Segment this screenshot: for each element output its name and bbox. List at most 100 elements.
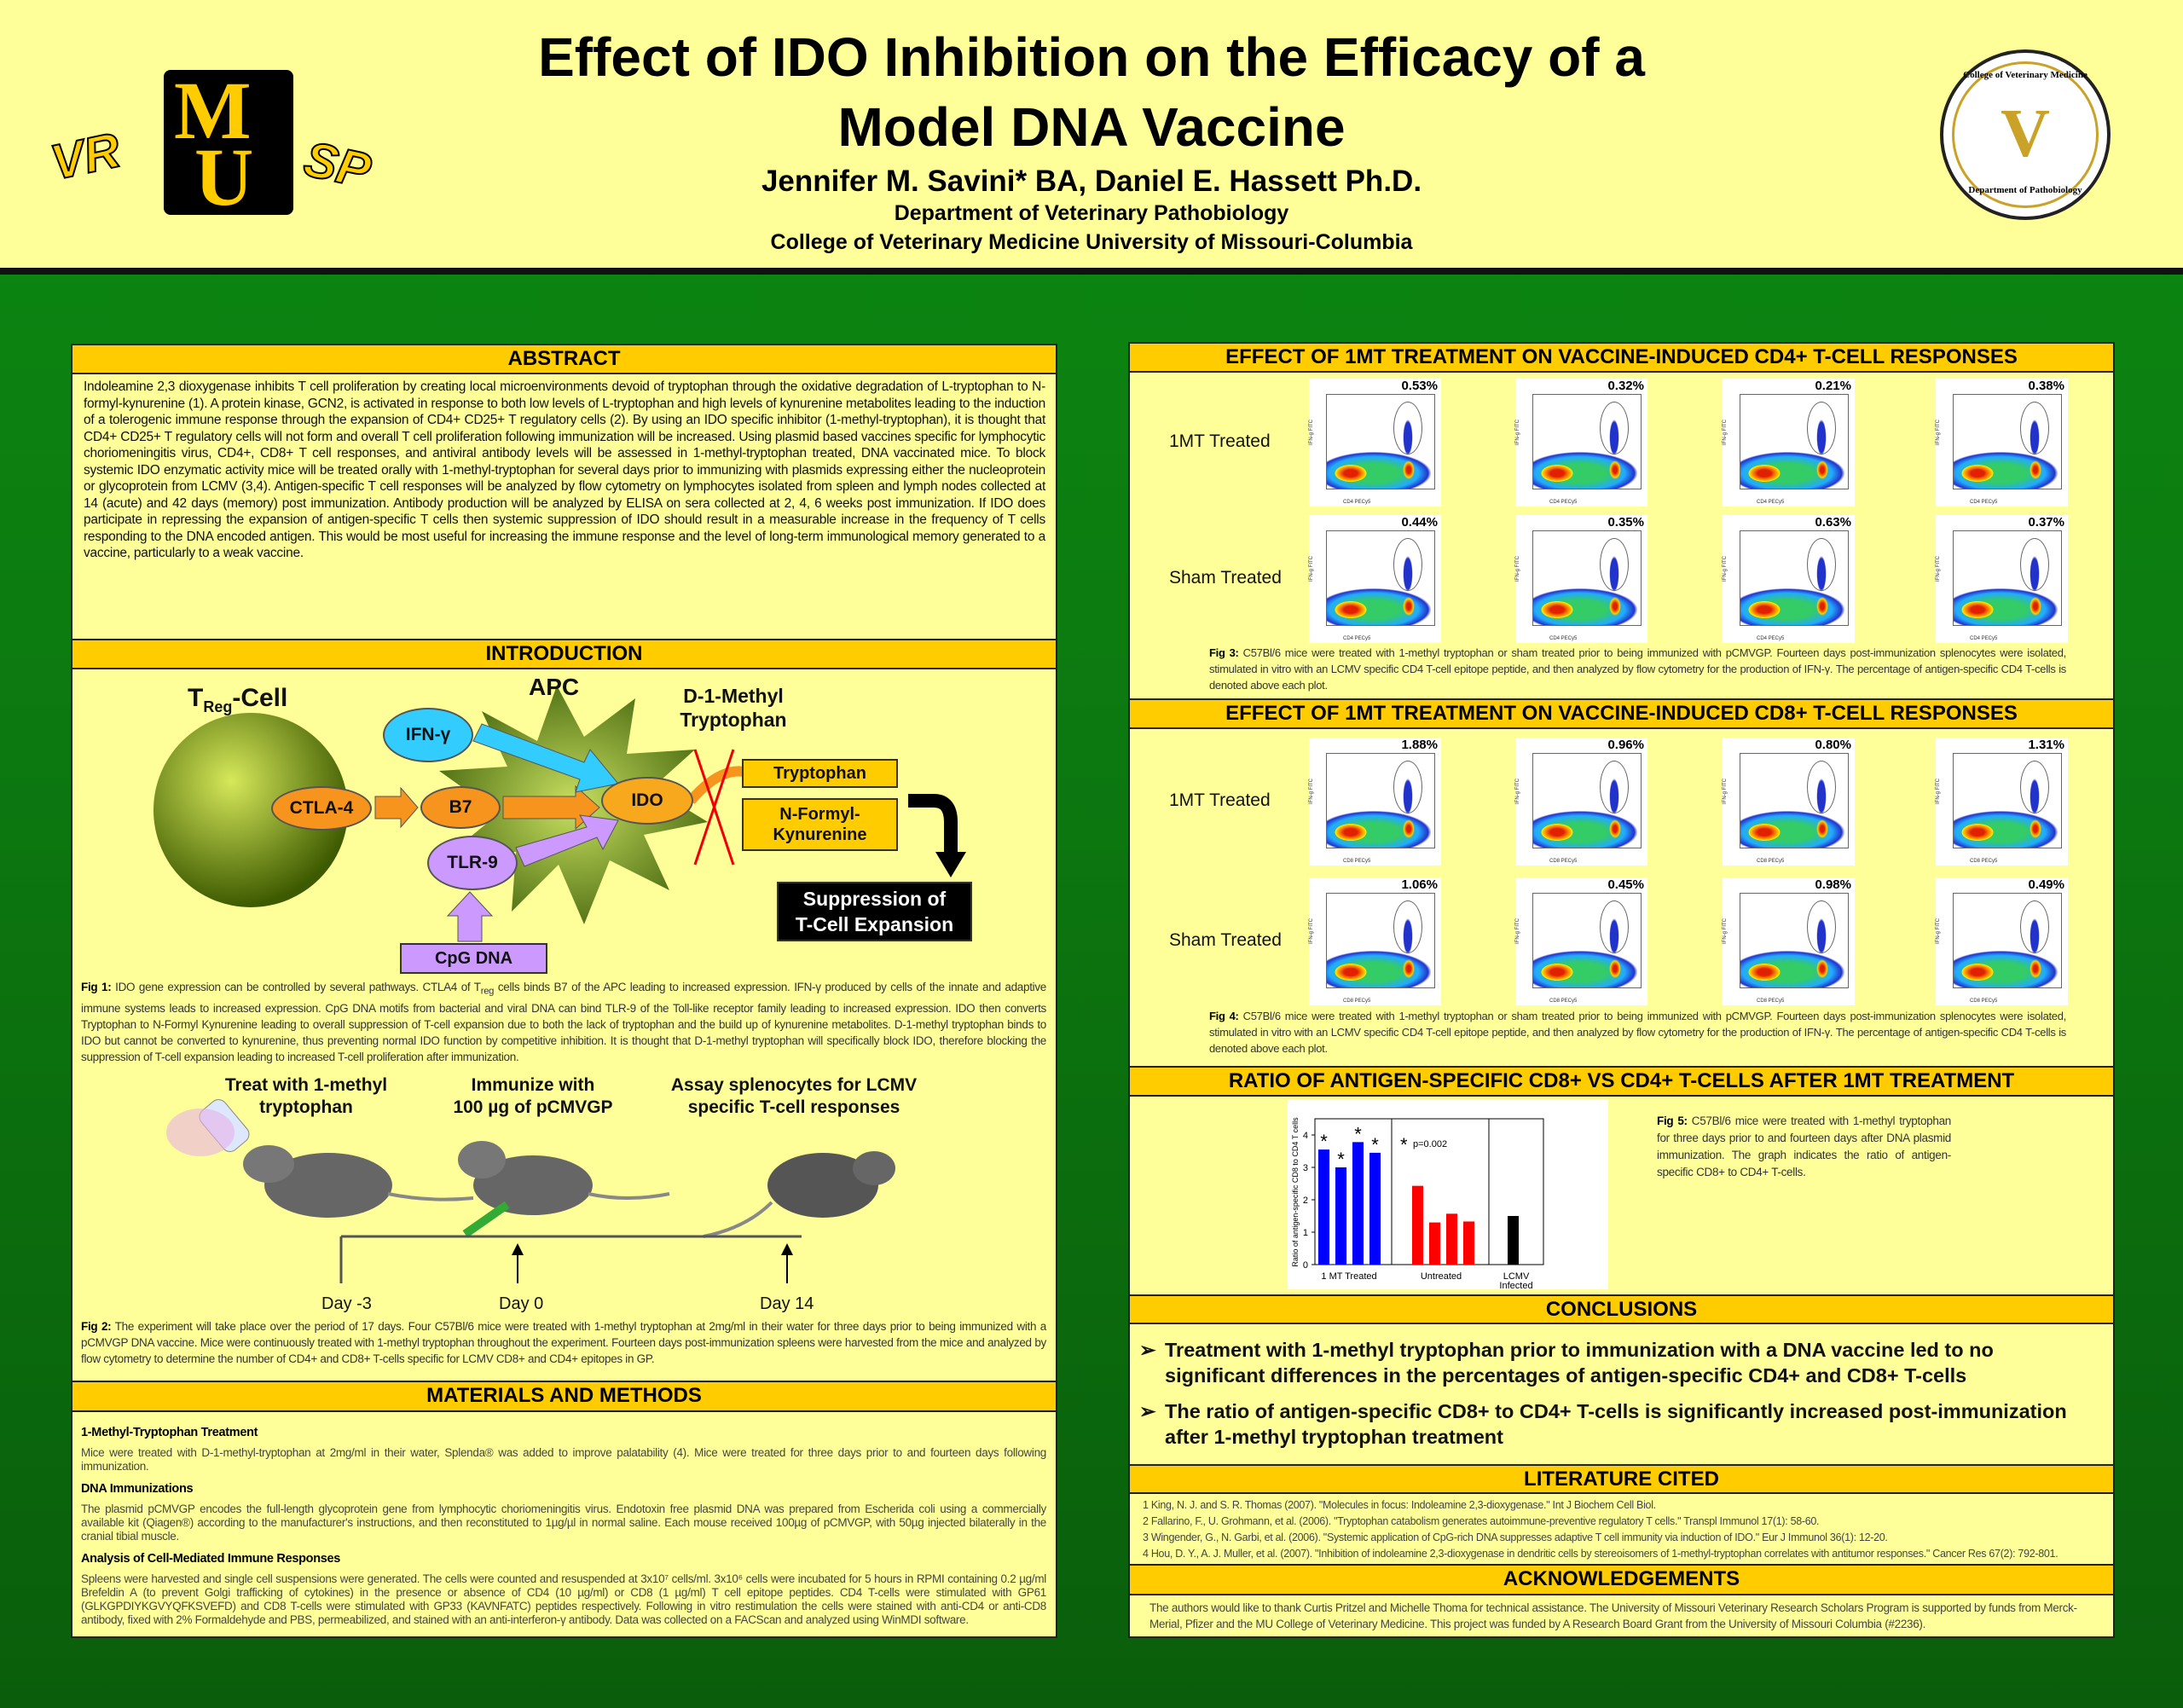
x-axis-label: CD4 PECy5 bbox=[1343, 636, 1371, 641]
timeline-graphics bbox=[166, 1099, 895, 1283]
x-axis-label: CD8 PECy5 bbox=[1970, 859, 1998, 864]
kyn-line2: Kynurenine bbox=[773, 825, 867, 844]
bar bbox=[1446, 1213, 1457, 1265]
vrsp-logo: VR M U SP bbox=[45, 64, 405, 226]
cd8-flow-panel: 1MT Treated 1.88% CD8 PECy5 IFN-g FITC 0.96%… bbox=[1128, 728, 2115, 1065]
row-label: Sham Treated bbox=[1169, 568, 1282, 588]
dot-plot bbox=[1326, 753, 1435, 848]
y-axis-label: IFN-g FITC bbox=[1936, 779, 1941, 804]
annotation-star: * bbox=[1400, 1134, 1408, 1155]
step-line2: 100 µg of pCMVGP bbox=[453, 1097, 613, 1117]
flow-cytometry-plot: 0.32% CD4 PECy5 IFN-g FITC bbox=[1515, 379, 1647, 507]
percent-positive: 1.31% bbox=[2028, 738, 2064, 752]
x-axis-label: CD8 PECy5 bbox=[1343, 859, 1371, 864]
bar bbox=[1429, 1222, 1440, 1265]
mu-block-logo: M U bbox=[164, 65, 293, 223]
percent-positive: 0.45% bbox=[1607, 877, 1644, 892]
fig4-text: C57Bl/6 mice were treated with 1-methyl … bbox=[1209, 1010, 2066, 1055]
fig2-label: Fig 2: bbox=[81, 1320, 112, 1333]
methods-section-text: Spleens were harvested and single cell s… bbox=[81, 1572, 1046, 1626]
gate-ellipse bbox=[2020, 900, 2049, 953]
y-axis-label: IFN-g FITC bbox=[1723, 556, 1728, 582]
gate-ellipse bbox=[1393, 402, 1422, 455]
apc-label: APC bbox=[529, 674, 580, 700]
percent-positive: 0.53% bbox=[1401, 379, 1438, 393]
percent-positive: 0.35% bbox=[1607, 515, 1644, 530]
gate-ellipse bbox=[1393, 900, 1422, 953]
y-tick-label: 2 bbox=[1303, 1196, 1308, 1206]
fig3-caption: Fig 3: C57Bl/6 mice were treated with 1-… bbox=[1209, 645, 2066, 693]
ido-pathway-diagram: TReg-Cell APC CTLA-4 B7 IFN-γ IDO TLR-9 … bbox=[72, 669, 1056, 984]
flow-cytometry-plot: 0.49% CD8 PECy5 IFN-g FITC bbox=[1936, 877, 2068, 1005]
dot-plot bbox=[1740, 394, 1849, 489]
treg-cell-circle bbox=[153, 713, 348, 907]
group-label: Infected bbox=[1499, 1281, 1532, 1289]
fig2-caption: Fig 2: The experiment will take place ov… bbox=[81, 1318, 1046, 1367]
y-tick-label: 1 bbox=[1303, 1228, 1308, 1238]
treg-label-t: T bbox=[188, 684, 204, 712]
y-axis-label: Ratio of antigen-specific CD8 to CD4 T c… bbox=[1291, 1117, 1300, 1267]
fig3-text: C57Bl/6 mice were treated with 1-methyl … bbox=[1209, 646, 2066, 692]
flow-cytometry-plot: 0.80% CD8 PECy5 IFN-g FITC bbox=[1723, 738, 1855, 866]
y-axis-label: IFN-g FITC bbox=[1936, 420, 1941, 445]
percent-positive: 0.37% bbox=[2028, 515, 2064, 530]
gate-ellipse bbox=[1600, 402, 1629, 455]
flow-cytometry-plot: 1.31% CD8 PECy5 IFN-g FITC bbox=[1936, 738, 2068, 866]
flow-cytometry-plot: 0.96% CD8 PECy5 IFN-g FITC bbox=[1515, 738, 1647, 866]
dot-plot bbox=[1326, 893, 1435, 988]
treg-label-suffix: -Cell bbox=[232, 684, 288, 712]
tlr9-to-ido-arrow bbox=[515, 814, 619, 867]
methods-body: 1-Methyl-Tryptophan Treatment Mice were … bbox=[81, 1417, 1046, 1627]
group-label: 1 MT Treated bbox=[1321, 1271, 1376, 1282]
suppression-arrow bbox=[908, 794, 958, 856]
group-label: LCMV bbox=[1503, 1271, 1530, 1282]
ifn-to-ido-arrow bbox=[472, 723, 619, 793]
seal-top-text: College of Veterinary Medicine bbox=[1963, 70, 2087, 80]
y-axis-label: IFN-g FITC bbox=[1723, 918, 1728, 944]
dot-plot bbox=[1532, 893, 1642, 988]
percent-positive: 0.96% bbox=[1607, 738, 1644, 752]
fig5-text: C57Bl/6 mice were treated with 1-methyl … bbox=[1657, 1115, 1951, 1178]
cpg-dna-box: CpG DNA bbox=[400, 943, 547, 974]
mouse-icon-3 bbox=[703, 1151, 895, 1238]
gate-ellipse bbox=[1807, 900, 1836, 953]
bar bbox=[1352, 1142, 1364, 1265]
percent-positive: 0.63% bbox=[1815, 515, 1851, 530]
percent-positive: 1.88% bbox=[1401, 738, 1438, 752]
mouse-icon-1 bbox=[243, 1145, 474, 1218]
logo-vr: VR bbox=[45, 121, 125, 191]
cd4-flow-panel: 1MT Treated 0.53% CD4 PECy5 IFN-g FITC 0.32%… bbox=[1128, 372, 2115, 700]
dot-plot bbox=[1953, 893, 2062, 988]
vet-med-seal: College of Veterinary Medicine V Departm… bbox=[1940, 49, 2111, 220]
step-line2: specific T-cell responses bbox=[687, 1097, 900, 1117]
fig1-text-a: IDO gene expression can be controlled by… bbox=[111, 981, 481, 993]
dot-plot bbox=[1740, 893, 1849, 988]
y-axis-label: IFN-g FITC bbox=[1309, 420, 1314, 445]
college: College of Veterinary Medicine Universit… bbox=[770, 230, 1413, 254]
flow-cytometry-plot: 0.45% CD8 PECy5 IFN-g FITC bbox=[1515, 877, 1647, 1005]
suppression-box: Suppression of T-Cell Expansion bbox=[777, 882, 972, 941]
mouse-icon-2 bbox=[458, 1141, 670, 1238]
timeline-step-immunize: Immunize with 100 µg of pCMVGP bbox=[388, 1074, 678, 1119]
x-axis-label: CD4 PECy5 bbox=[1343, 500, 1371, 505]
literature-heading: LITERATURE CITED bbox=[1128, 1464, 2115, 1494]
timeline-step-treat: Treat with 1-methyl tryptophan bbox=[161, 1074, 451, 1119]
x-axis-label: CD4 PECy5 bbox=[1549, 636, 1578, 641]
row-label: 1MT Treated bbox=[1169, 431, 1271, 451]
tryptophan-box: Tryptophan bbox=[742, 759, 898, 788]
row-label: 1MT Treated bbox=[1169, 790, 1271, 810]
y-axis-label: IFN-g FITC bbox=[1936, 918, 1941, 944]
y-tick-label: 4 bbox=[1303, 1131, 1308, 1141]
tlr9-node: TLR-9 bbox=[427, 836, 518, 890]
citation-item: 2 Fallarino, F., U. Grohmann, et al. (20… bbox=[1143, 1515, 1820, 1527]
y-axis-label: IFN-g FITC bbox=[1309, 918, 1314, 944]
gate-ellipse bbox=[1393, 761, 1422, 813]
introduction-heading: INTRODUCTION bbox=[71, 639, 1057, 669]
dot-plot bbox=[1532, 753, 1642, 848]
citation-item: 4 Hou, D. Y., A. J. Muller, et al. (2007… bbox=[1143, 1548, 2059, 1560]
y-tick-label: 0 bbox=[1303, 1260, 1308, 1271]
y-axis-label: IFN-g FITC bbox=[1515, 779, 1520, 804]
literature-list: 1 King, N. J. and S. R. Thomas (2007). "… bbox=[1143, 1497, 2098, 1562]
cpg-to-tlr9-arrow bbox=[446, 891, 494, 942]
